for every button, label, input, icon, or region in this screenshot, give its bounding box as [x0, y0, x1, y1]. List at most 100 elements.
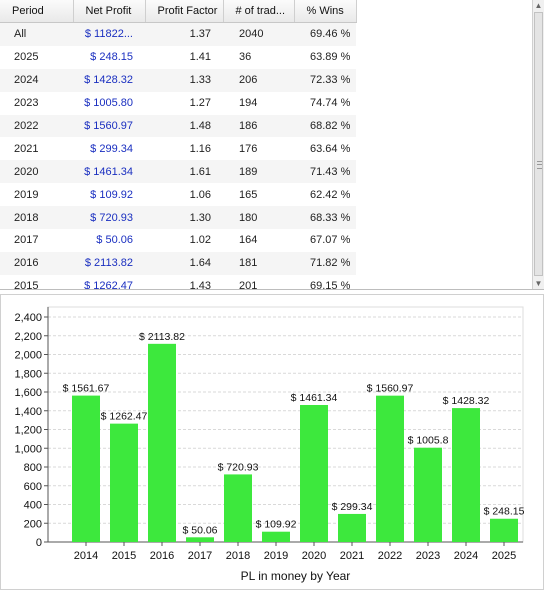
cell-pct-wins: 68.82 % — [294, 114, 356, 138]
cell-num-trades: 186 — [223, 114, 294, 138]
cell-pct-wins: 69.46 % — [294, 22, 356, 46]
cell-profit-factor: 1.27 — [145, 91, 223, 115]
cell-pct-wins: 67.07 % — [294, 229, 356, 252]
cell-period: 2018 — [0, 206, 73, 230]
bar-data-label: $ 299.34 — [332, 501, 373, 513]
table-row[interactable]: All $ 11822... 1.37 2040 69.46 % — [0, 22, 356, 46]
bar-data-label: $ 109.92 — [256, 519, 297, 531]
table-row[interactable]: 2017 $ 50.06 1.02 164 67.07 % — [0, 229, 356, 252]
cell-num-trades: 201 — [223, 274, 294, 289]
x-tick-label: 2017 — [188, 550, 212, 562]
cell-period: 2019 — [0, 183, 73, 207]
cell-profit-factor: 1.48 — [145, 114, 223, 138]
y-tick-label: 2,400 — [14, 312, 42, 324]
y-tick-label: 1,200 — [14, 425, 42, 437]
x-tick-label: 2016 — [150, 550, 174, 562]
bar-data-label: $ 2113.82 — [139, 331, 185, 343]
table-row[interactable]: 2025 $ 248.15 1.41 36 63.89 % — [0, 45, 356, 69]
bar-data-label: $ 1005.8 — [408, 435, 449, 447]
cell-num-trades: 180 — [223, 206, 294, 230]
table-row[interactable]: 2024 $ 1428.32 1.33 206 72.33 % — [0, 68, 356, 92]
bar-data-label: $ 50.06 — [182, 524, 217, 536]
bar-2023[interactable] — [414, 447, 442, 542]
table-row[interactable]: 2015 $ 1262.47 1.43 201 69.15 % — [0, 274, 356, 289]
table-viewport: Period Net Profit Profit Factor # of tra… — [0, 0, 533, 289]
bar-data-label: $ 720.93 — [218, 461, 259, 473]
column-header-profit-factor[interactable]: Profit Factor — [145, 0, 224, 23]
table-body: All $ 11822... 1.37 2040 69.46 % 2025 $ 248.15… — [0, 22, 356, 289]
bar-2016[interactable] — [148, 343, 176, 542]
bar-2024[interactable] — [452, 408, 480, 542]
table-row[interactable]: 2019 $ 109.92 1.06 165 62.42 % — [0, 183, 356, 207]
bar-2021[interactable] — [338, 513, 366, 542]
y-tick-label: 1,600 — [14, 387, 42, 399]
bar-data-label: $ 248.15 — [484, 506, 525, 518]
cell-period: 2023 — [0, 91, 73, 115]
bar-data-label: $ 1428.32 — [443, 395, 490, 407]
y-tick-label: 1,400 — [14, 406, 42, 418]
bar-2017[interactable] — [186, 537, 214, 542]
bar-2022[interactable] — [376, 395, 404, 542]
bar-2014[interactable] — [72, 395, 100, 542]
cell-profit-factor: 1.33 — [145, 68, 223, 92]
x-tick-label: 2022 — [378, 550, 402, 562]
y-tick-label: 2,000 — [14, 350, 42, 362]
stats-table: Period Net Profit Profit Factor # of tra… — [0, 0, 357, 289]
table-row[interactable]: 2021 $ 299.34 1.16 176 63.64 % — [0, 137, 356, 161]
cell-period: 2017 — [0, 229, 73, 252]
cell-period: 2025 — [0, 45, 73, 69]
table-row[interactable]: 2018 $ 720.93 1.30 180 68.33 % — [0, 206, 356, 230]
x-tick-label: 2024 — [454, 550, 478, 562]
cell-num-trades: 36 — [223, 45, 294, 69]
scroll-up-arrow-icon[interactable]: ▲ — [534, 1, 543, 10]
bar-data-label: $ 1262.47 — [101, 411, 148, 423]
bar-2015[interactable] — [110, 423, 138, 542]
cell-pct-wins: 71.43 % — [294, 160, 356, 184]
cell-period: 2020 — [0, 160, 73, 184]
cell-num-trades: 194 — [223, 91, 294, 115]
cell-num-trades: 2040 — [223, 22, 294, 46]
table-vertical-scrollbar[interactable]: ▲ ▼ — [532, 0, 544, 289]
y-tick-label: 1,800 — [14, 368, 42, 380]
scroll-down-arrow-icon[interactable]: ▼ — [534, 279, 543, 288]
cell-profit-factor: 1.43 — [145, 274, 223, 289]
x-tick-label: 2014 — [74, 550, 98, 562]
cell-net-profit: $ 50.06 — [73, 229, 145, 252]
bar-2025[interactable] — [490, 518, 518, 542]
table-row[interactable]: 2020 $ 1461.34 1.61 189 71.43 % — [0, 160, 356, 184]
y-tick-label: 1,000 — [14, 443, 42, 455]
cell-num-trades: 165 — [223, 183, 294, 207]
scrollbar-thumb[interactable] — [534, 12, 543, 276]
cell-net-profit: $ 109.92 — [73, 183, 145, 207]
cell-pct-wins: 63.89 % — [294, 45, 356, 69]
cell-pct-wins: 69.15 % — [294, 274, 356, 289]
cell-pct-wins: 62.42 % — [294, 183, 356, 207]
cell-num-trades: 189 — [223, 160, 294, 184]
cell-pct-wins: 63.64 % — [294, 137, 356, 161]
scrollbar-grip-icon — [537, 161, 542, 169]
cell-net-profit: $ 299.34 — [73, 137, 145, 161]
bar-2018[interactable] — [224, 474, 252, 542]
column-header-net-profit[interactable]: Net Profit — [73, 0, 146, 23]
bar-2019[interactable] — [262, 531, 290, 542]
x-tick-label: 2025 — [492, 550, 516, 562]
cell-pct-wins: 71.82 % — [294, 251, 356, 275]
column-header-period[interactable]: Period — [0, 0, 74, 23]
pl-by-year-chart-panel: 0 200 400 600 800 1,000 1,200 1,400 1,600 1,800 2,… — [0, 294, 544, 590]
column-header-num-trades[interactable]: # of trad... — [223, 0, 295, 23]
cell-profit-factor: 1.06 — [145, 183, 223, 207]
cell-net-profit: $ 720.93 — [73, 206, 145, 230]
column-header-pct-wins[interactable]: % Wins — [294, 0, 357, 23]
table-row[interactable]: 2016 $ 2113.82 1.64 181 71.82 % — [0, 251, 356, 275]
cell-net-profit: $ 2113.82 — [73, 251, 145, 275]
x-tick-label: 2018 — [226, 550, 250, 562]
bar-2020[interactable] — [300, 404, 328, 542]
y-tick-label: 600 — [24, 481, 42, 493]
table-row[interactable]: 2023 $ 1005.80 1.27 194 74.74 % — [0, 91, 356, 115]
x-tick-label: 2019 — [264, 550, 288, 562]
cell-pct-wins: 72.33 % — [294, 68, 356, 92]
table-row[interactable]: 2022 $ 1560.97 1.48 186 68.82 % — [0, 114, 356, 138]
bar-data-label: $ 1561.67 — [63, 383, 110, 395]
x-axis-title: PL in money by Year — [241, 569, 351, 583]
cell-profit-factor: 1.64 — [145, 251, 223, 275]
